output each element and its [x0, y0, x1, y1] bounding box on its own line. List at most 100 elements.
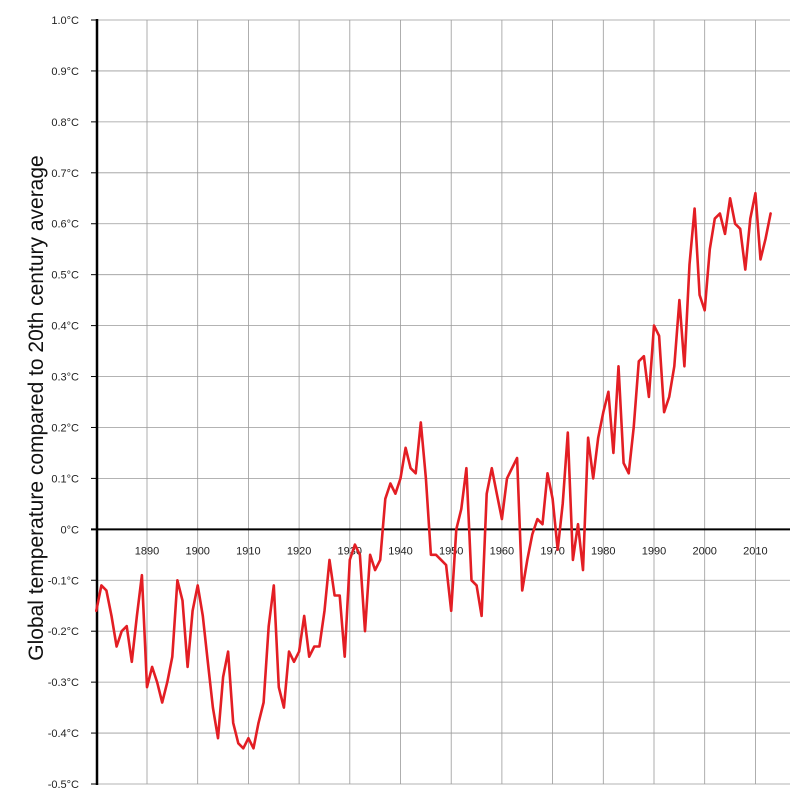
- data-point: [293, 660, 295, 663]
- data-point: [318, 645, 321, 648]
- data-point: [592, 477, 595, 480]
- data-point: [739, 227, 742, 230]
- data-point: [328, 559, 331, 561]
- data-point: [450, 609, 453, 612]
- data-point: [354, 543, 356, 546]
- data-point: [151, 666, 154, 668]
- data-point: [764, 238, 767, 240]
- data-point: [683, 365, 686, 368]
- x-tick-label: 1900: [185, 545, 209, 557]
- data-point: [734, 222, 736, 225]
- data-point: [257, 722, 260, 724]
- data-point: [627, 472, 630, 475]
- data-point: [612, 452, 615, 454]
- data-point: [394, 492, 397, 495]
- data-point: [643, 355, 645, 358]
- data-point: [414, 472, 417, 475]
- y-tick-label: 0°C: [61, 524, 80, 536]
- data-point: [201, 615, 204, 617]
- data-point: [364, 630, 366, 633]
- data-point: [501, 518, 503, 520]
- data-point: [217, 737, 219, 740]
- data-point: [495, 492, 498, 495]
- data-point: [465, 467, 468, 470]
- y-tick-label: -0.2°C: [48, 626, 79, 638]
- data-point: [277, 686, 280, 689]
- data-point: [445, 564, 447, 566]
- data-point: [729, 197, 731, 200]
- data-point: [313, 645, 316, 648]
- data-point: [587, 436, 589, 439]
- y-tick-label: 1.0°C: [51, 15, 79, 27]
- x-tick-label: 1980: [591, 545, 615, 557]
- data-point: [607, 390, 610, 393]
- data-point: [698, 294, 701, 296]
- data-point: [673, 365, 676, 368]
- data-point: [267, 625, 270, 627]
- data-point: [516, 457, 518, 459]
- data-point: [703, 309, 706, 312]
- data-point: [359, 553, 361, 556]
- y-tick-label: 0.8°C: [51, 117, 79, 129]
- data-point: [130, 660, 133, 663]
- data-point: [754, 192, 757, 195]
- data-point: [206, 660, 209, 663]
- data-point: [333, 594, 336, 597]
- data-point: [572, 559, 574, 561]
- data-point: [308, 655, 311, 658]
- data-point: [409, 467, 412, 470]
- data-point: [95, 609, 98, 612]
- data-point: [161, 701, 164, 704]
- data-point: [181, 599, 184, 602]
- data-point: [455, 528, 458, 531]
- data-point: [242, 747, 245, 750]
- data-point: [622, 462, 625, 464]
- x-tick-label: 1940: [388, 545, 412, 557]
- x-tick-label: 1920: [287, 545, 311, 557]
- data-point: [298, 650, 300, 653]
- y-tick-label: 0.6°C: [51, 219, 79, 231]
- data-point: [551, 497, 554, 500]
- data-point: [653, 324, 655, 327]
- data-point: [769, 212, 772, 215]
- y-tick-label: 0.9°C: [51, 66, 79, 78]
- data-point: [561, 503, 564, 505]
- data-point: [389, 482, 392, 485]
- data-point: [440, 559, 442, 561]
- data-point: [577, 523, 579, 526]
- data-point: [541, 523, 544, 526]
- y-tick-label: -0.5°C: [48, 779, 79, 791]
- y-tick-label: -0.3°C: [48, 677, 79, 689]
- data-point: [597, 436, 600, 439]
- data-point: [323, 609, 326, 612]
- data-point: [237, 742, 240, 745]
- data-point: [176, 579, 179, 582]
- data-point: [490, 467, 493, 470]
- data-point: [485, 492, 488, 495]
- data-point: [688, 263, 691, 266]
- grid: [97, 19, 790, 785]
- data-point: [521, 589, 524, 592]
- data-point: [166, 681, 169, 683]
- x-tick-label: 2000: [692, 545, 716, 557]
- data-point: [475, 584, 478, 587]
- data-point: [582, 569, 584, 571]
- x-tick-label: 1960: [490, 545, 514, 557]
- data-point: [252, 747, 255, 750]
- data-point: [719, 212, 721, 215]
- data-point: [637, 360, 640, 363]
- temperature-series-line: [95, 191, 772, 750]
- data-point: [136, 615, 138, 617]
- data-point: [663, 411, 665, 414]
- data-point: [648, 396, 650, 398]
- data-point: [115, 645, 118, 648]
- data-point: [404, 446, 407, 449]
- data-point: [724, 233, 726, 235]
- data-point: [374, 569, 376, 571]
- data-point: [531, 533, 534, 536]
- data-point: [384, 497, 387, 500]
- data-point: [212, 706, 214, 709]
- data-point: [191, 609, 194, 612]
- axes: [91, 19, 790, 785]
